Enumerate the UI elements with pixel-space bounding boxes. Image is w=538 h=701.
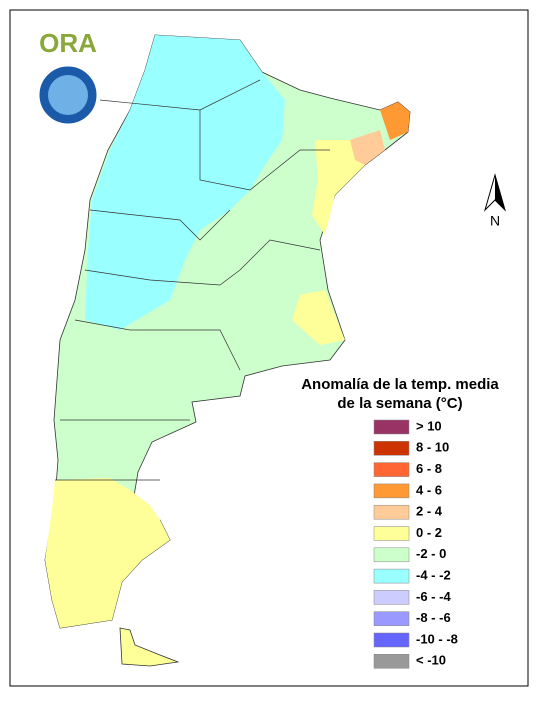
legend-label: < -10 bbox=[416, 653, 446, 668]
legend-label: 4 - 6 bbox=[416, 482, 442, 497]
province-borders bbox=[55, 79, 330, 481]
legend-label: > 10 bbox=[416, 418, 442, 433]
legend-swatch bbox=[373, 547, 410, 563]
legend-swatch bbox=[373, 462, 410, 477]
logo-emblem-inner bbox=[48, 75, 88, 115]
legend-swatch bbox=[373, 590, 410, 605]
legend-swatch bbox=[373, 504, 410, 520]
legend-label: 0 - 2 bbox=[416, 525, 442, 540]
legend-label: -2 - 0 bbox=[416, 546, 446, 561]
legend-swatch bbox=[373, 419, 410, 435]
legend-label: 8 - 10 bbox=[416, 440, 449, 455]
region-warm-coast bbox=[292, 290, 345, 345]
legend-swatch bbox=[373, 483, 410, 499]
region-hotter bbox=[380, 102, 410, 140]
island bbox=[119, 627, 180, 667]
north-arrow-half bbox=[495, 175, 505, 210]
region-hot bbox=[350, 130, 385, 165]
legend-swatch bbox=[373, 654, 410, 669]
legend-swatch bbox=[373, 526, 410, 541]
legend-swatch bbox=[373, 632, 410, 648]
legend-label: -10 - -8 bbox=[416, 631, 458, 646]
legend-swatch bbox=[373, 441, 410, 456]
legend-label: -6 - -4 bbox=[416, 589, 451, 604]
legend-label: 2 - 4 bbox=[416, 504, 443, 519]
legend-title: de la semana (°C) bbox=[337, 395, 462, 412]
legend-label: 6 - 8 bbox=[416, 461, 442, 476]
north-label: N bbox=[490, 213, 500, 229]
legend-title: Anomalía de la temp. media bbox=[301, 376, 499, 393]
legend-label: -8 - -6 bbox=[416, 610, 451, 625]
legend-label: -4 - -2 bbox=[416, 568, 451, 583]
region-warm-south bbox=[45, 478, 170, 628]
logo-text: ORA bbox=[39, 28, 97, 58]
legend: > 10 8 - 10 6 - 8 4 - 6 2 - 4 0 - 2 -2 - 0 -4 -… bbox=[373, 418, 458, 669]
legend-swatch bbox=[373, 611, 410, 626]
legend-swatch bbox=[373, 568, 410, 584]
region-cold bbox=[85, 35, 285, 330]
region-warm-east bbox=[312, 140, 365, 235]
